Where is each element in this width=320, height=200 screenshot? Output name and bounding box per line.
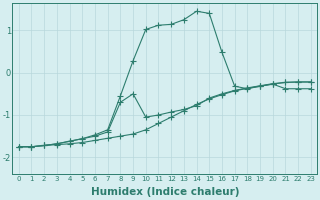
X-axis label: Humidex (Indice chaleur): Humidex (Indice chaleur) [91,187,239,197]
